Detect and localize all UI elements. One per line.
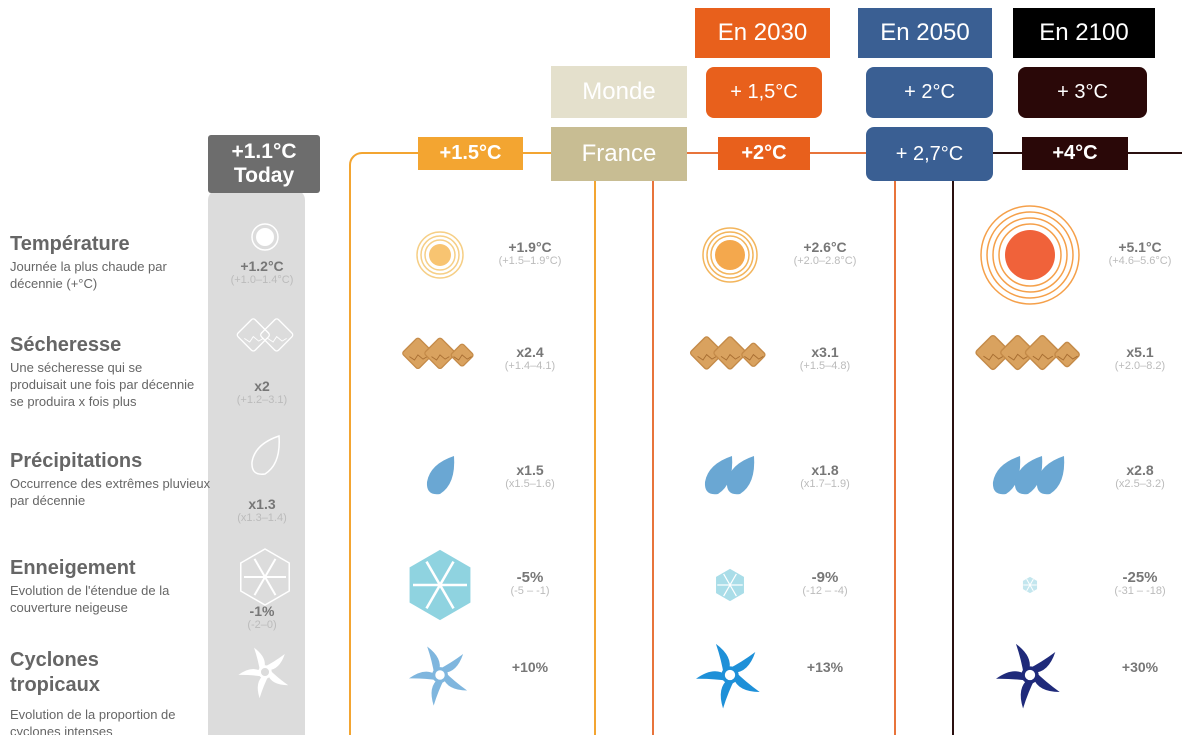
cell-range: (-2–0) [207,619,317,631]
france-label: France [551,127,687,181]
row-title: Température [10,233,215,256]
drought-icon [402,337,474,369]
temp-core [1005,230,1055,280]
cyclone-eye [723,668,737,682]
cell-value: +13% [770,659,880,675]
rain-icon [705,456,754,494]
cell-range: (-12 – -4) [770,585,880,597]
scenario-label: +4°C [1022,137,1128,170]
sublabel: Today [234,164,294,188]
today-label: +1.1°C Today [208,135,320,193]
cell-range: (+1.0–1.4°C) [207,274,317,286]
year-box: En 2030 [695,8,830,58]
cell-value: +30% [1085,659,1182,675]
snow-icon [409,549,471,621]
monde-value: + 2°C [866,67,993,118]
cell-range: (+2.0–2.8°C) [770,255,880,267]
cell-range: (-31 – -18) [1085,585,1182,597]
cell-value: -9% [770,569,880,586]
cell-value: -1% [207,603,317,619]
cell-range: (+1.2–3.1) [207,394,317,406]
drought-icon [975,334,1080,370]
row-description: Evolution de l'étendue de la couverture … [10,582,215,616]
cell-range: (-5 – -1) [475,585,585,597]
cell-value: x2.8 [1085,462,1182,478]
year-box: En 2100 [1013,8,1155,58]
row-title: Cyclones tropicaux [10,648,150,698]
cell-value: x2.4 [475,344,585,360]
row-description: Une sécheresse qui se produisait une foi… [10,359,200,410]
rain-drop [427,456,454,494]
cell-range: (x1.3–1.4) [207,512,317,524]
temp-core [429,244,451,266]
cell-range: (+1.5–4.8) [770,360,880,372]
cell-value: -5% [475,569,585,586]
cell-range: (+1.4–4.1) [475,360,585,372]
cyclone-eye [434,669,447,682]
cell-value: +1.2°C [207,258,317,274]
cell-value: +10% [475,659,585,675]
drought-icon [690,336,766,370]
cyclone-icon [409,647,467,706]
temp-icon [417,232,463,278]
row-description: Occurrence des extrêmes pluvieux par déc… [10,475,215,509]
snow-icon [715,568,744,602]
cell-value: +5.1°C [1085,239,1182,255]
year-box: En 2050 [858,8,992,58]
monde-value: + 3°C [1018,67,1147,118]
cell-value: +1.9°C [475,239,585,255]
cell-range: (x1.7–1.9) [770,478,880,490]
snow-icon [1022,576,1038,594]
cyclone-eye [260,667,271,678]
row-title: Précipitations [10,450,215,473]
cell-range: (+4.6–5.6°C) [1085,255,1182,267]
cell-value: x2 [207,378,317,394]
monde-label: Monde [551,66,687,118]
infographic: En 2030 En 2050 En 2100 Monde + 1,5°C + … [0,0,1182,735]
rain-icon [427,456,454,494]
row-description: Evolution de la proportion de cyclones i… [10,706,215,735]
france-value: + 2,7°C [866,127,993,181]
cyclone-icon [696,644,760,709]
cell-value: x1.3 [207,496,317,512]
label: +1.1°C [231,140,296,164]
cell-value: x1.5 [475,462,585,478]
cyclone-eye [1023,668,1037,682]
monde-value: + 1,5°C [706,67,822,118]
temp-core [715,240,745,270]
cell-value: x5.1 [1085,344,1182,360]
rain-icon [993,456,1064,494]
row-description: Journée la plus chaude par décennie (+°C… [10,258,215,292]
cell-range: (+1.5–1.9°C) [475,255,585,267]
temp-icon [981,206,1079,304]
cell-value: -25% [1085,569,1182,586]
row-title: Enneigement [10,557,215,580]
cell-value: x3.1 [770,344,880,360]
temp-icon [703,228,757,282]
row-title: Sécheresse [10,334,215,357]
cell-range: (x2.5–3.2) [1085,478,1182,490]
temp-core [256,228,274,246]
scenario-label: +1.5°C [418,137,523,170]
cell-range: (x1.5–1.6) [475,478,585,490]
scenario-label: +2°C [718,137,810,170]
cell-value: +2.6°C [770,239,880,255]
cell-range: (+2.0–8.2) [1085,360,1182,372]
cell-value: x1.8 [770,462,880,478]
cyclone-icon [996,644,1060,709]
